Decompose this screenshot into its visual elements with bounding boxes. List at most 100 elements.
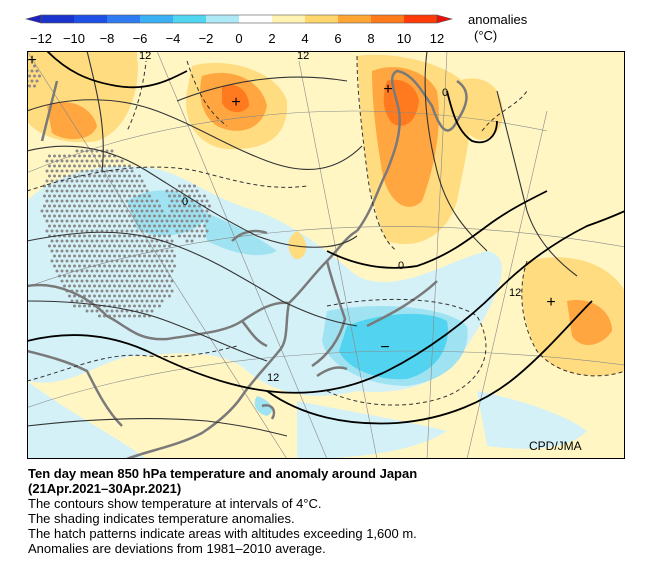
hatch-dot <box>158 284 161 288</box>
hatch-dot <box>70 299 74 303</box>
hatch-dot <box>145 219 149 223</box>
hatch-dot <box>78 174 81 178</box>
hatch-dot <box>120 159 124 163</box>
hatch-dot <box>53 224 56 228</box>
colorbar-swatch <box>74 15 107 23</box>
hatch-dot <box>128 304 131 308</box>
hatch-dot <box>130 209 134 213</box>
colorbar-tick-label: 2 <box>268 31 275 46</box>
hatch-dot <box>193 194 196 198</box>
hatch-dot <box>148 244 151 248</box>
hatch-dot <box>65 279 69 283</box>
negative-center-symbol: − <box>380 339 389 356</box>
hatch-dot <box>100 179 104 183</box>
hatch-dot <box>68 204 71 208</box>
hatch-dot <box>173 194 176 198</box>
hatch-dot <box>73 244 76 248</box>
hatch-dot <box>33 74 36 78</box>
hatch-dot <box>58 184 61 188</box>
hatch-dot <box>125 249 129 253</box>
hatch-dot <box>120 269 124 273</box>
hatch-dot <box>98 194 101 198</box>
hatch-dot <box>85 159 89 163</box>
hatch-dot <box>145 249 149 253</box>
hatch-dot <box>73 154 76 158</box>
hatch-dot <box>120 179 124 183</box>
hatch-dot <box>105 219 109 223</box>
hatch-dot <box>53 264 56 268</box>
hatch-dot <box>130 189 134 193</box>
hatch-dot <box>98 234 101 238</box>
hatch-dot <box>105 279 109 283</box>
hatch-dot <box>178 224 181 228</box>
hatch-dot <box>170 239 174 243</box>
hatch-dot <box>105 199 109 203</box>
hatch-dot <box>158 254 161 258</box>
hatch-dot <box>190 199 194 203</box>
hatch-dot <box>148 254 151 258</box>
hatch-dot <box>30 69 34 73</box>
hatch-dot <box>53 184 56 188</box>
hatch-dot <box>115 219 119 223</box>
hatch-dot <box>135 299 139 303</box>
hatch-dot <box>60 239 64 243</box>
hatch-dot <box>138 264 141 268</box>
hatch-dot <box>75 219 79 223</box>
hatch-dot <box>73 274 76 278</box>
hatch-dot <box>80 159 84 163</box>
hatch-dot <box>133 174 136 178</box>
hatch-dot <box>133 294 136 298</box>
hatch-dot <box>163 214 166 218</box>
hatch-dot <box>165 219 169 223</box>
hatch-dot <box>125 299 129 303</box>
hatch-dot <box>203 224 206 228</box>
colorbar-swatch <box>140 15 173 23</box>
hatch-dot <box>55 249 59 253</box>
hatch-dot <box>80 259 84 263</box>
hatch-dot <box>50 219 54 223</box>
hatch-dot <box>115 229 119 233</box>
hatch-dot <box>135 179 139 183</box>
hatch-dot <box>205 199 209 203</box>
hatch-dot <box>123 194 126 198</box>
colorbar-tick-label: −10 <box>63 31 85 46</box>
hatch-dot <box>160 249 164 253</box>
hatch-dot <box>90 219 94 223</box>
hatch-dot <box>118 254 121 258</box>
hatch-dot <box>138 304 141 308</box>
hatch-dot <box>158 204 161 208</box>
hatch-dot <box>100 279 104 283</box>
hatch-dot <box>85 169 89 173</box>
hatch-dot <box>55 259 59 263</box>
hatch-dot <box>68 274 71 278</box>
hatch-dot <box>98 214 101 218</box>
hatch-dot <box>128 264 131 268</box>
anomaly-map: 12 12 0 0 0 12 12 + + + + − <box>27 51 625 459</box>
hatch-dot <box>78 214 81 218</box>
hatch-dot <box>75 189 79 193</box>
hatch-dot <box>53 174 56 178</box>
positive-center-symbol: + <box>383 81 392 98</box>
hatch-dot <box>160 229 164 233</box>
hatch-dot <box>100 249 104 253</box>
hatch-dot <box>53 204 56 208</box>
hatch-dot <box>195 229 199 233</box>
hatch-dot <box>135 219 139 223</box>
hatch-dot <box>110 289 114 293</box>
hatch-dot <box>120 209 124 213</box>
hatch-dot <box>123 314 126 318</box>
contour-label: 12 <box>267 372 279 384</box>
hatch-dot <box>78 184 81 188</box>
hatch-dot <box>60 279 64 283</box>
hatch-dot <box>113 194 116 198</box>
hatch-dot <box>90 189 94 193</box>
hatch-dot <box>103 164 106 168</box>
hatch-dot <box>155 259 159 263</box>
positive-center-symbol: + <box>27 52 36 69</box>
hatch-dot <box>153 204 156 208</box>
hatch-dot <box>110 229 114 233</box>
hatch-dot <box>88 154 91 158</box>
hatch-dot <box>158 234 161 238</box>
hatch-dot <box>113 224 116 228</box>
hatch-dot <box>133 204 136 208</box>
